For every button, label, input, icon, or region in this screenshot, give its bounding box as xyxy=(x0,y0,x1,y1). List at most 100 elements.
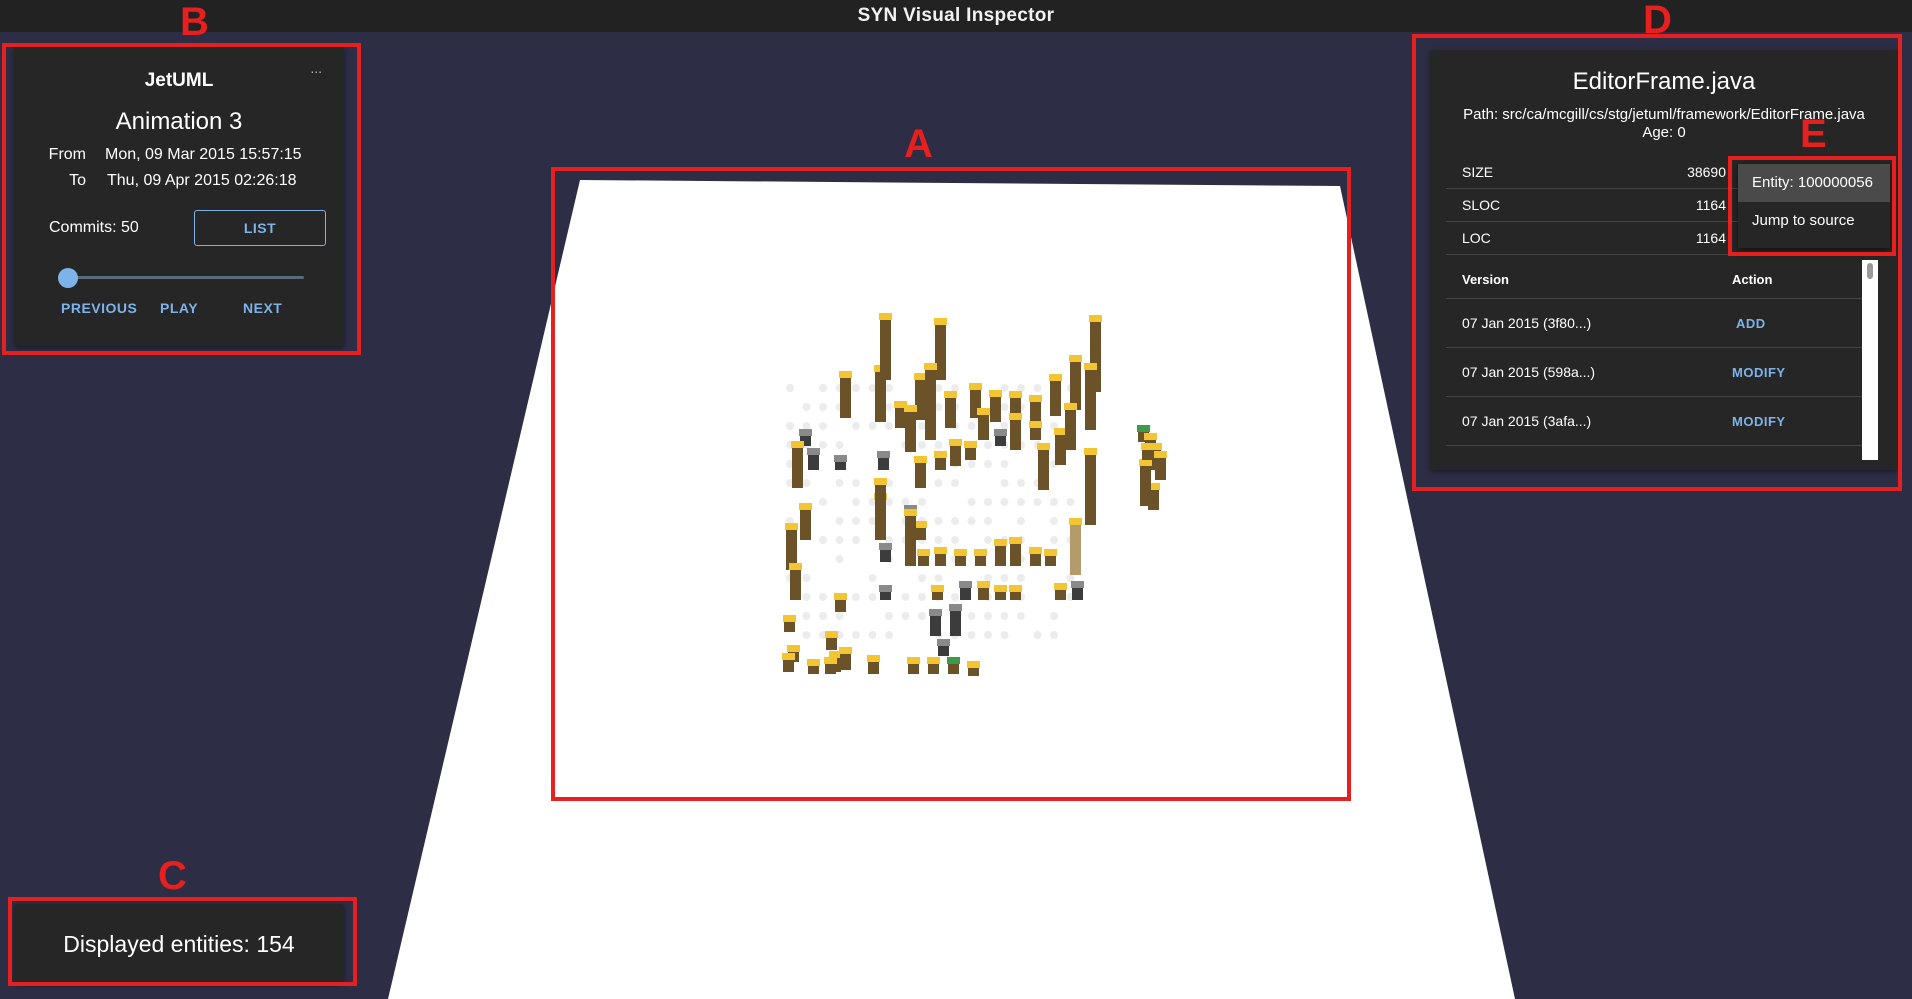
entity-bar[interactable] xyxy=(945,398,956,428)
entity-bar[interactable] xyxy=(925,370,936,440)
entity-bar[interactable] xyxy=(800,436,811,446)
entity-bar[interactable] xyxy=(938,646,949,656)
context-menu-entity[interactable]: Entity: 100000056 xyxy=(1738,164,1890,202)
entity-bar[interactable] xyxy=(905,412,916,452)
table-scrollbar[interactable] xyxy=(1862,260,1878,460)
version-row[interactable]: 07 Jan 2015 (3f80...) ADD xyxy=(1446,299,1878,348)
slider-thumb[interactable] xyxy=(58,268,78,288)
entity-bar[interactable] xyxy=(1038,450,1049,490)
entity-bar[interactable] xyxy=(935,554,946,566)
action-button[interactable]: MODIFY xyxy=(1732,364,1786,380)
entity-bar[interactable] xyxy=(880,592,891,600)
entity-bar[interactable] xyxy=(880,550,891,562)
action-button[interactable]: MODIFY xyxy=(1732,413,1786,429)
entity-bar[interactable] xyxy=(1065,410,1076,450)
entity-bar[interactable] xyxy=(826,638,837,650)
entity-bar[interactable] xyxy=(978,415,989,440)
entity-bar[interactable] xyxy=(950,446,961,466)
entity-bar[interactable] xyxy=(1030,428,1041,440)
entity-bar[interactable] xyxy=(1010,398,1021,420)
action-button[interactable]: ADD xyxy=(1736,315,1766,331)
entity-bar[interactable] xyxy=(950,611,961,636)
entity-bar[interactable] xyxy=(1142,450,1153,460)
entity-bar[interactable] xyxy=(875,372,886,422)
play-button[interactable]: PLAY xyxy=(160,300,199,316)
entity-bar[interactable] xyxy=(808,455,819,470)
entity-bar[interactable] xyxy=(880,320,891,380)
entity-bar[interactable] xyxy=(970,390,981,418)
entity-bar[interactable] xyxy=(915,463,926,488)
entity-bar[interactable] xyxy=(1010,544,1021,566)
entity-bar[interactable] xyxy=(1148,490,1159,510)
entity-bar[interactable] xyxy=(835,462,846,470)
entity-bar-top xyxy=(974,549,987,556)
entity-bar[interactable] xyxy=(1050,381,1061,416)
next-button[interactable]: NEXT xyxy=(243,300,283,316)
entity-bar[interactable] xyxy=(990,397,1001,422)
entity-bar[interactable] xyxy=(895,408,906,428)
entity-bar[interactable] xyxy=(808,666,819,674)
entity-bar[interactable] xyxy=(1085,370,1096,430)
entity-bar[interactable] xyxy=(786,530,797,570)
entity-bar[interactable] xyxy=(948,664,959,674)
entity-bar[interactable] xyxy=(840,378,851,418)
entity-bar[interactable] xyxy=(905,516,916,566)
context-menu-jump-to-source[interactable]: Jump to source xyxy=(1752,212,1855,229)
entity-bar[interactable] xyxy=(915,380,926,420)
list-button[interactable]: LIST xyxy=(194,210,326,246)
entity-bar[interactable] xyxy=(1055,435,1066,465)
entity-bar[interactable] xyxy=(995,546,1006,566)
entity-bar[interactable] xyxy=(965,448,976,460)
versions-table[interactable]: Version Action 07 Jan 2015 (3f80...) ADD… xyxy=(1446,260,1878,460)
entity-bar[interactable] xyxy=(955,556,966,566)
entity-bar[interactable] xyxy=(783,660,794,672)
entity-bar[interactable] xyxy=(928,664,939,674)
entity-bar[interactable] xyxy=(840,654,851,670)
entity-bar[interactable] xyxy=(995,592,1006,600)
entity-bar-top xyxy=(917,549,930,556)
entity-bar[interactable] xyxy=(975,556,986,566)
entity-bar[interactable] xyxy=(1155,458,1166,480)
previous-button[interactable]: PREVIOUS xyxy=(61,300,138,316)
entity-bar[interactable] xyxy=(868,662,879,674)
entity-bar[interactable] xyxy=(1070,362,1081,410)
entity-bar[interactable] xyxy=(1070,525,1081,575)
entity-bar[interactable] xyxy=(1030,402,1041,422)
version-row[interactable]: 07 Jan 2015 (598a...) MODIFY xyxy=(1446,348,1878,397)
entity-bar[interactable] xyxy=(908,664,919,674)
entity-bar[interactable] xyxy=(935,325,946,380)
entity-bar[interactable] xyxy=(918,556,929,566)
entity-bar[interactable] xyxy=(784,622,795,632)
entity-bar[interactable] xyxy=(1072,588,1083,600)
version-row[interactable]: 07 Jan 2015 (3afa...) MODIFY xyxy=(1446,397,1878,446)
entity-bar[interactable] xyxy=(1085,455,1096,525)
entity-bar[interactable] xyxy=(1030,554,1041,566)
entity-bar[interactable] xyxy=(835,600,846,612)
entity-bar[interactable] xyxy=(1138,432,1149,442)
more-options-button[interactable]: ... xyxy=(310,60,322,76)
timeline-slider[interactable] xyxy=(58,268,304,288)
city-visualization[interactable] xyxy=(782,313,1167,676)
entity-bar[interactable] xyxy=(978,588,989,600)
entity-bar[interactable] xyxy=(930,616,941,636)
entity-bar[interactable] xyxy=(825,664,836,674)
entity-bar[interactable] xyxy=(875,485,886,540)
entity-bar[interactable] xyxy=(935,458,946,470)
entity-bar[interactable] xyxy=(932,592,943,600)
entity-bar[interactable] xyxy=(1090,322,1101,392)
entity-bar[interactable] xyxy=(915,528,926,540)
scrollbar-thumb[interactable] xyxy=(1867,263,1873,279)
entity-bar[interactable] xyxy=(1010,592,1021,600)
entity-bar[interactable] xyxy=(790,570,801,600)
entity-bar[interactable] xyxy=(800,510,811,540)
entity-bar[interactable] xyxy=(1010,420,1021,450)
entity-bar[interactable] xyxy=(960,588,971,600)
entity-bar[interactable] xyxy=(792,448,803,488)
entity-bar[interactable] xyxy=(1140,466,1151,506)
entity-bar[interactable] xyxy=(968,668,979,676)
entity-bar[interactable] xyxy=(995,436,1006,446)
entity-bar[interactable] xyxy=(1055,590,1066,600)
entity-bar[interactable] xyxy=(878,458,889,470)
entity-bar[interactable] xyxy=(1045,556,1056,566)
